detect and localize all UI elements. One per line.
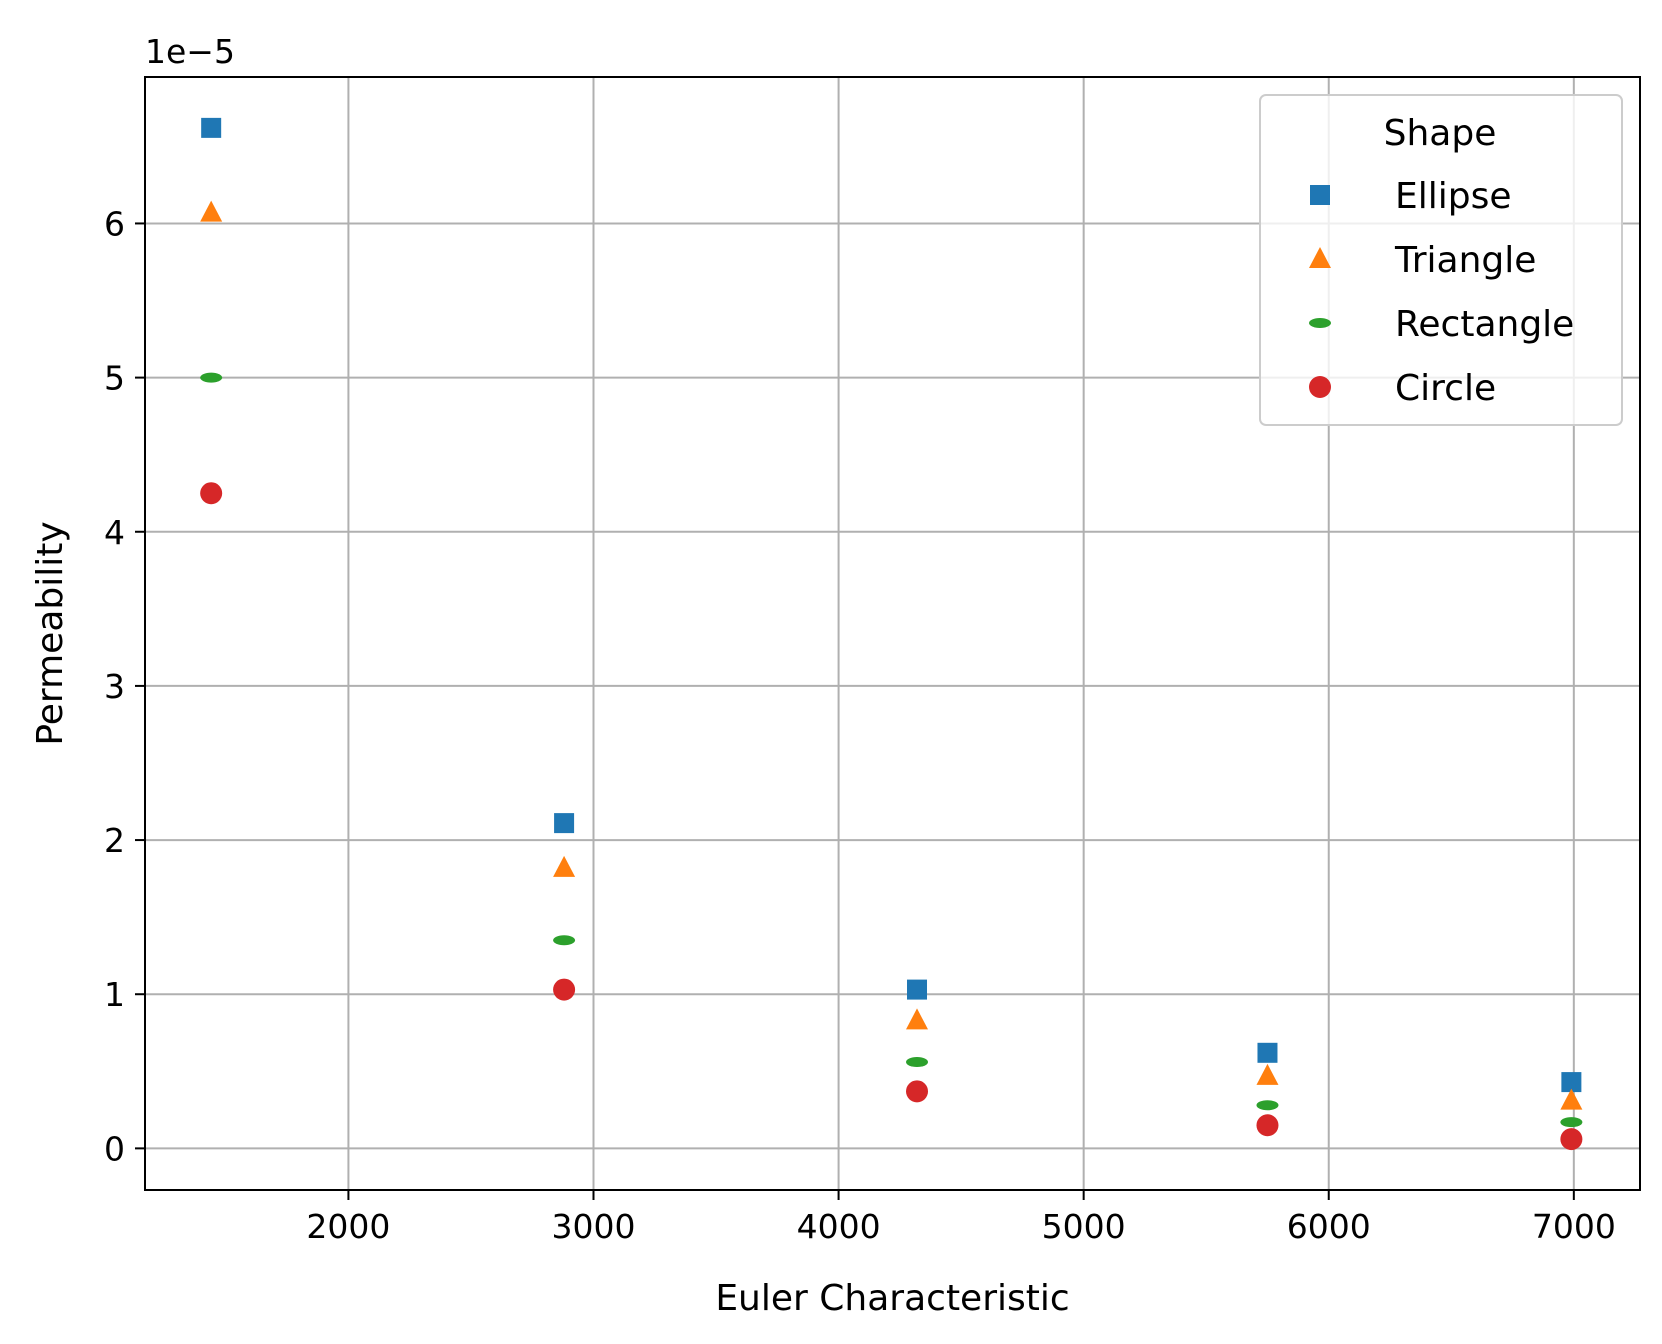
triangle-point (200, 200, 223, 222)
x-tick-label: 3000 (552, 1207, 636, 1246)
x-tick-label: 2000 (306, 1207, 390, 1246)
plot-frame (144, 76, 1641, 1191)
legend-label: Circle (1395, 368, 1496, 409)
legend-title: Shape (1384, 113, 1497, 154)
ellipse-point (201, 117, 222, 138)
triangle-point (1256, 1063, 1279, 1085)
ellipse-point (1257, 1042, 1278, 1063)
legend-label: Rectangle (1395, 304, 1574, 345)
rectangle-point (553, 935, 576, 946)
triangle-point (553, 855, 576, 877)
x-tick-label: 4000 (797, 1207, 881, 1246)
y-axis-offset-label: 1e−5 (145, 32, 235, 71)
legend-ellipse-marker (1310, 185, 1330, 205)
series-circle (200, 482, 1583, 1151)
data-points (200, 117, 1583, 1151)
legend-label: Ellipse (1395, 176, 1512, 217)
legend-item-rectangle: Rectangle (1309, 304, 1574, 345)
axis-ticks: 2000 3000 4000 5000 6000 7000 0 1 2 3 4 5 6 (104, 204, 1616, 1246)
rectangle-point (1256, 1100, 1279, 1111)
y-axis-label: Permeability (30, 521, 71, 745)
x-tick-label: 6000 (1287, 1207, 1371, 1246)
rectangle-point (1560, 1117, 1583, 1128)
ellipse-point (1561, 1072, 1582, 1093)
legend-item-circle: Circle (1309, 368, 1496, 409)
series-triangle (200, 200, 1583, 1110)
y-tick-label: 6 (104, 204, 125, 243)
circle-point (553, 978, 576, 1001)
ellipse-point (907, 979, 928, 1000)
circle-point (1560, 1128, 1583, 1151)
x-axis-label: Euler Characteristic (715, 1278, 1069, 1319)
x-tick-label: 7000 (1532, 1207, 1616, 1246)
legend-circle-marker (1309, 376, 1331, 398)
ellipse-point (554, 813, 575, 834)
legend-label: Triangle (1394, 240, 1536, 281)
circle-point (200, 482, 223, 505)
grid (145, 77, 1640, 1190)
y-tick-label: 5 (104, 359, 125, 398)
legend-rectangle-marker (1309, 318, 1331, 328)
series-ellipse (201, 117, 1582, 1093)
series-rectangle (200, 372, 1583, 1128)
legend-box (1259, 94, 1623, 426)
y-tick-label: 1 (104, 975, 125, 1014)
circle-point (906, 1080, 929, 1103)
x-tick-label: 5000 (1042, 1207, 1126, 1246)
legend: Shape Ellipse Triangle Rectangle Circle (1259, 94, 1623, 426)
legend-triangle-marker (1309, 247, 1331, 268)
y-tick-label: 4 (104, 513, 125, 552)
y-tick-label: 3 (104, 667, 125, 706)
y-tick-label: 2 (104, 821, 125, 860)
triangle-point (906, 1008, 929, 1030)
rectangle-point (200, 372, 223, 383)
rectangle-point (906, 1057, 929, 1068)
legend-item-triangle: Triangle (1309, 240, 1536, 281)
legend-item-ellipse: Ellipse (1310, 176, 1512, 217)
legend-items: Ellipse Triangle Rectangle Circle (1309, 176, 1574, 409)
circle-point (1256, 1114, 1279, 1137)
triangle-point (1560, 1088, 1583, 1110)
y-tick-label: 0 (104, 1129, 125, 1168)
